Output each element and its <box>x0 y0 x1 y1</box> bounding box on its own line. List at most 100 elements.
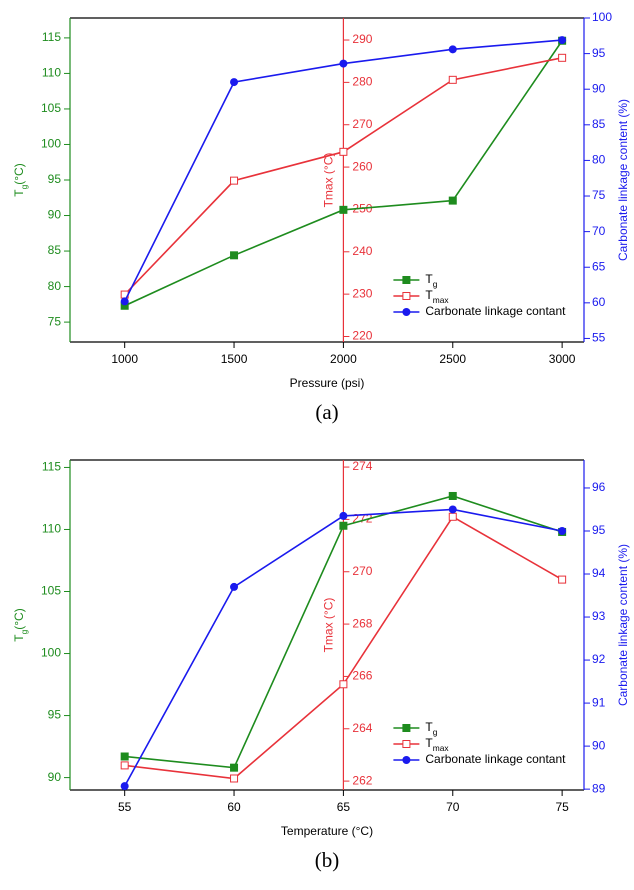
legend-label: Tg <box>425 272 437 289</box>
y-tick-label: 75 <box>48 314 62 328</box>
legend-label: Tmax <box>425 288 449 305</box>
y-tick-label: 105 <box>41 101 61 115</box>
point <box>230 582 239 591</box>
y-tick-label: 80 <box>48 279 62 293</box>
y-tick-label: 85 <box>48 243 62 257</box>
y3-tick-label: 70 <box>592 224 606 238</box>
legend-label: Carbonate linkage contant <box>425 304 566 318</box>
x-tick-label: 2500 <box>439 352 466 366</box>
y3-tick-label: 90 <box>592 738 606 752</box>
y3-tick-label: 93 <box>592 609 606 623</box>
point <box>120 761 129 770</box>
y-tick-label: 90 <box>48 208 62 222</box>
point <box>448 196 457 205</box>
point <box>448 505 457 514</box>
y-tick-label: 100 <box>41 137 61 151</box>
y3-tick-label: 95 <box>592 46 606 60</box>
legend-label: Tg <box>425 720 437 737</box>
x-tick-label: 55 <box>118 800 132 814</box>
legend-marker <box>402 740 411 748</box>
point <box>339 511 348 520</box>
point <box>230 251 239 260</box>
y-tick-label: 110 <box>42 66 61 80</box>
y2-axis-title: Tmax (°C) <box>322 153 336 208</box>
y2-tick-label: 260 <box>352 159 372 173</box>
point <box>448 512 457 521</box>
y3-tick-label: 89 <box>592 781 606 795</box>
y3-tick-label: 75 <box>592 188 606 202</box>
point <box>558 36 567 45</box>
y2-tick-label: 274 <box>352 459 372 473</box>
point <box>120 752 129 761</box>
y-tick-label: 100 <box>41 646 61 660</box>
x-tick-label: 1500 <box>221 352 248 366</box>
legend-label: Carbonate linkage contant <box>425 752 566 766</box>
y2-tick-label: 280 <box>352 75 372 89</box>
point <box>230 176 239 185</box>
point <box>558 575 567 584</box>
y3-tick-label: 55 <box>592 331 606 345</box>
legend-marker <box>402 276 411 284</box>
y3-tick-label: 60 <box>592 295 606 309</box>
x-tick-label: 1000 <box>111 352 138 366</box>
y-tick-label: 105 <box>41 584 61 598</box>
legend-marker <box>402 756 411 764</box>
point <box>448 45 457 54</box>
y-axis-title: Tg(°C) <box>12 163 29 196</box>
y2-tick-label: 220 <box>352 329 372 343</box>
y3-axis-title: Carbonate linkage content (%) <box>616 544 630 706</box>
legend-marker <box>402 308 411 316</box>
point <box>448 75 457 84</box>
point <box>339 205 348 214</box>
y3-tick-label: 91 <box>592 695 606 709</box>
y3-tick-label: 85 <box>592 117 606 131</box>
y3-tick-label: 95 <box>592 523 606 537</box>
y2-tick-label: 262 <box>352 773 372 787</box>
x-tick-label: 60 <box>227 800 241 814</box>
point <box>558 526 567 535</box>
point <box>230 78 239 87</box>
y2-axis-title: Tmax (°C) <box>322 598 336 653</box>
x-tick-label: 3000 <box>549 352 576 366</box>
x-tick-label: 65 <box>337 800 351 814</box>
point <box>448 491 457 500</box>
point <box>120 297 129 306</box>
y3-axis-title: Carbonate linkage content (%) <box>616 99 630 261</box>
caption: (a) <box>315 400 338 424</box>
x-axis-title: Temperature (°C) <box>281 824 373 838</box>
point <box>230 774 239 783</box>
y2-tick-label: 270 <box>352 117 372 131</box>
y-tick-label: 110 <box>42 522 61 536</box>
point <box>230 763 239 772</box>
x-tick-label: 75 <box>555 800 569 814</box>
y2-tick-label: 240 <box>352 244 372 258</box>
y2-tick-label: 230 <box>352 286 372 300</box>
y-axis-title: Tg(°C) <box>12 608 29 641</box>
legend-label: Tmax <box>425 736 449 753</box>
y3-tick-label: 80 <box>592 153 606 167</box>
y2-tick-label: 264 <box>352 721 372 735</box>
x-tick-label: 70 <box>446 800 460 814</box>
y2-tick-label: 270 <box>352 564 372 578</box>
caption: (b) <box>315 848 340 872</box>
y-tick-label: 90 <box>48 770 62 784</box>
legend-marker <box>402 292 411 300</box>
point <box>339 59 348 68</box>
legend-marker <box>402 724 411 732</box>
point <box>120 782 129 791</box>
y3-tick-label: 100 <box>592 10 612 24</box>
y2-tick-label: 268 <box>352 616 372 630</box>
point <box>339 521 348 530</box>
y-tick-label: 115 <box>42 30 61 44</box>
y-tick-label: 95 <box>48 708 62 722</box>
y3-tick-label: 92 <box>592 652 606 666</box>
y-tick-label: 95 <box>48 172 62 186</box>
y3-tick-label: 90 <box>592 81 606 95</box>
y3-tick-label: 94 <box>592 566 606 580</box>
y3-tick-label: 96 <box>592 480 606 494</box>
x-tick-label: 2000 <box>330 352 357 366</box>
point <box>339 680 348 689</box>
y3-tick-label: 65 <box>592 259 606 273</box>
